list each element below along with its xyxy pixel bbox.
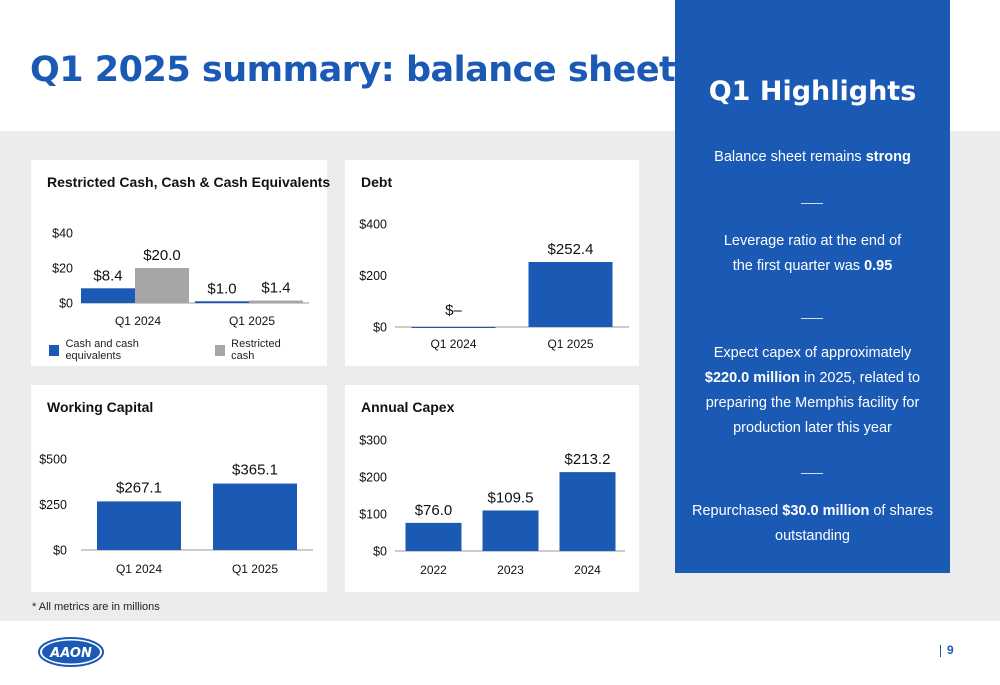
bar (195, 301, 249, 303)
highlight-emphasis: $30.0 million (782, 503, 870, 519)
chart-panel-capex: Annual Capex $0 $100 $200 $300 2022 $76.0 2023… (345, 385, 639, 592)
chart-debt: $0 $200 $400 Q1 2024 $– Q1 2025 $252.4 (359, 218, 629, 351)
y-tick-label: $100 (359, 508, 387, 522)
y-tick-label: $0 (373, 545, 387, 559)
highlight-text: Expect capex of approximately (713, 345, 912, 361)
page-number: 9 (940, 643, 954, 657)
highlight-text: Balance sheet remains (714, 149, 866, 165)
chart-cash: $0 $20 $40 Q1 2024 $8.4 $20.0 Q1 2025 $1.0 $1.4 (52, 227, 309, 328)
highlight-item: Leverage ratio at the end of the first q… (685, 229, 940, 279)
x-tick-label: Q1 2025 (232, 562, 278, 576)
highlight-item: Balance sheet remains strong (685, 145, 940, 170)
x-tick-label: Q1 2025 (547, 337, 593, 351)
x-tick-label: Q1 2024 (430, 337, 476, 351)
data-label: $267.1 (116, 479, 162, 496)
data-label: $109.5 (488, 489, 534, 506)
y-tick-label: $0 (373, 321, 387, 335)
highlight-emphasis: strong (865, 149, 911, 165)
y-tick-label: $0 (59, 297, 73, 311)
legend-swatch (49, 344, 60, 356)
chart-title: Annual Capex (361, 399, 455, 415)
highlight-item: Repurchased $30.0 million of shares outs… (685, 499, 940, 549)
bar (528, 262, 613, 327)
bar (482, 510, 539, 551)
data-label: $– (445, 302, 462, 319)
x-tick-label: 2022 (420, 563, 447, 577)
x-tick-label: Q1 2025 (229, 314, 275, 328)
aaon-logo: AAON (38, 637, 104, 672)
bar (135, 268, 189, 303)
data-label: $20.0 (143, 247, 181, 264)
x-tick-label: 2023 (497, 563, 524, 577)
bar (97, 501, 181, 550)
data-label: $1.4 (261, 280, 290, 297)
chart-legend: Cash and cash equivalents Restricted cas… (49, 338, 327, 362)
legend-item: Restricted cash (214, 338, 303, 362)
footnote: * All metrics are in millions (32, 601, 160, 613)
data-label: $213.2 (565, 451, 611, 468)
y-tick-label: $250 (39, 498, 67, 512)
divider (801, 473, 823, 474)
data-label: $8.4 (93, 267, 122, 284)
highlight-text: in 2025, related to preparing the Memphi… (705, 370, 921, 436)
y-tick-label: $400 (359, 218, 387, 232)
bar (559, 472, 616, 551)
data-label: $252.4 (548, 241, 594, 258)
y-tick-label: $300 (359, 434, 387, 448)
y-tick-label: $200 (359, 471, 387, 485)
chart-working-capital: $0 $250 $500 Q1 2024 $267.1 Q1 2025 $365.1 (39, 453, 313, 576)
divider (801, 203, 823, 204)
bar (411, 327, 496, 328)
legend-label: Restricted cash (231, 338, 281, 362)
bar (405, 522, 462, 551)
x-tick-label: 2024 (574, 563, 601, 577)
data-label: $76.0 (415, 502, 453, 519)
chart-panel-debt: Debt $0 $200 $400 Q1 2024 $– Q1 2025 $252.4 (345, 160, 639, 366)
chart-capex: $0 $100 $200 $300 2022 $76.0 2023 $109.5 2024 $21… (359, 434, 625, 577)
y-tick-label: $200 (359, 269, 387, 283)
data-label: $365.1 (232, 462, 278, 479)
divider (801, 318, 823, 319)
bar (249, 300, 303, 303)
x-tick-label: Q1 2024 (116, 562, 162, 576)
highlight-emphasis: $220.0 million (704, 370, 800, 386)
bar (213, 483, 297, 550)
highlight-item: Expect capex of approximately $220.0 mil… (685, 341, 940, 441)
y-tick-label: $0 (53, 544, 67, 558)
highlights-panel: Q1 Highlights Balance sheet remains stro… (675, 0, 950, 573)
page-number-value: 9 (947, 643, 954, 657)
highlight-text: of shares outstanding (775, 503, 933, 544)
logo-text: AAON (49, 646, 92, 661)
chart-panel-cash: Restricted Cash, Cash & Cash Equivalents… (31, 160, 331, 366)
data-label: $1.0 (207, 280, 236, 297)
page-title: Q1 2025 summary: balance sheet (30, 50, 676, 90)
y-tick-label: $20 (52, 262, 73, 276)
highlight-text: Repurchased (692, 503, 783, 519)
chart-title: Debt (361, 174, 393, 190)
y-tick-label: $40 (52, 227, 73, 241)
chart-title: Restricted Cash, Cash & Cash Equivalents (47, 174, 331, 190)
chart-panel-working-capital: Working Capital $0 $250 $500 Q1 2024 $267.1 Q… (31, 385, 327, 592)
bar (81, 288, 135, 303)
highlight-text: Leverage ratio at the end of the first q… (723, 233, 902, 274)
y-tick-label: $500 (39, 453, 67, 467)
x-tick-label: Q1 2024 (115, 314, 161, 328)
highlight-emphasis: 0.95 (864, 258, 893, 274)
legend-item: Cash and cash equivalents (49, 338, 191, 362)
legend-swatch (214, 344, 226, 356)
chart-title: Working Capital (47, 399, 154, 415)
highlights-title: Q1 Highlights (708, 76, 917, 107)
page-number-divider (940, 644, 941, 657)
legend-label: Cash and cash equivalents (65, 338, 139, 362)
